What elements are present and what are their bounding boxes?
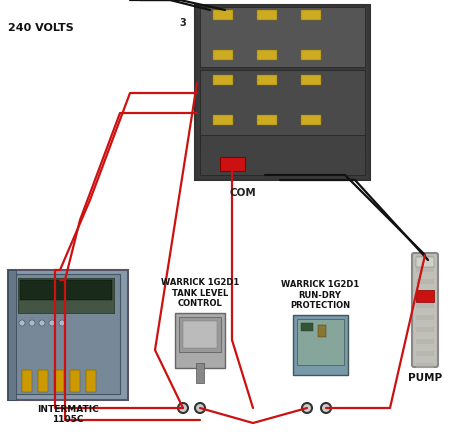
- Bar: [416, 303, 434, 308]
- Bar: [38, 370, 48, 392]
- Circle shape: [59, 320, 65, 326]
- Circle shape: [195, 403, 205, 413]
- FancyBboxPatch shape: [412, 253, 438, 367]
- Bar: [54, 370, 64, 392]
- Bar: [213, 10, 233, 20]
- Bar: [416, 257, 434, 267]
- Bar: [70, 370, 80, 392]
- Text: 240 VOLTS: 240 VOLTS: [8, 23, 74, 33]
- Text: WARRICK 1G2D1
TANK LEVEL
CONTROL: WARRICK 1G2D1 TANK LEVEL CONTROL: [161, 278, 239, 308]
- Bar: [416, 315, 434, 320]
- FancyBboxPatch shape: [175, 313, 225, 368]
- Bar: [257, 50, 277, 60]
- Circle shape: [29, 320, 35, 326]
- Bar: [183, 321, 217, 348]
- Bar: [301, 50, 321, 60]
- FancyBboxPatch shape: [195, 5, 370, 180]
- Bar: [318, 325, 326, 337]
- Bar: [257, 75, 277, 85]
- Bar: [301, 323, 313, 331]
- Bar: [416, 290, 434, 302]
- Bar: [416, 339, 434, 344]
- Bar: [200, 135, 365, 175]
- Bar: [416, 327, 434, 332]
- Bar: [416, 363, 434, 368]
- Text: 3: 3: [180, 18, 186, 28]
- Bar: [22, 370, 32, 392]
- Bar: [301, 75, 321, 85]
- Bar: [213, 50, 233, 60]
- Text: COM: COM: [229, 188, 256, 198]
- Bar: [416, 279, 434, 284]
- Text: WARRICK 1G2D1
RUN-DRY
PROTECTION: WARRICK 1G2D1 RUN-DRY PROTECTION: [281, 280, 359, 310]
- FancyBboxPatch shape: [200, 70, 365, 150]
- Bar: [257, 10, 277, 20]
- Bar: [416, 291, 434, 296]
- Bar: [416, 255, 434, 260]
- FancyBboxPatch shape: [8, 270, 128, 400]
- Bar: [18, 278, 114, 313]
- Bar: [220, 157, 245, 171]
- FancyBboxPatch shape: [293, 315, 348, 375]
- Bar: [257, 115, 277, 125]
- Circle shape: [321, 403, 331, 413]
- Circle shape: [39, 320, 45, 326]
- Bar: [213, 115, 233, 125]
- Text: INTERMATIC
1105C: INTERMATIC 1105C: [37, 405, 99, 425]
- Bar: [20, 280, 112, 300]
- Bar: [8, 270, 16, 400]
- Text: PUMP: PUMP: [408, 373, 442, 383]
- Bar: [297, 319, 344, 365]
- Circle shape: [49, 320, 55, 326]
- Bar: [196, 363, 204, 383]
- Bar: [416, 267, 434, 272]
- Bar: [200, 7, 365, 67]
- Circle shape: [302, 403, 312, 413]
- Bar: [14, 274, 120, 394]
- Bar: [213, 75, 233, 85]
- Bar: [301, 115, 321, 125]
- Circle shape: [19, 320, 25, 326]
- Bar: [301, 10, 321, 20]
- Circle shape: [178, 403, 188, 413]
- Bar: [416, 351, 434, 356]
- Bar: [179, 317, 221, 352]
- Bar: [86, 370, 96, 392]
